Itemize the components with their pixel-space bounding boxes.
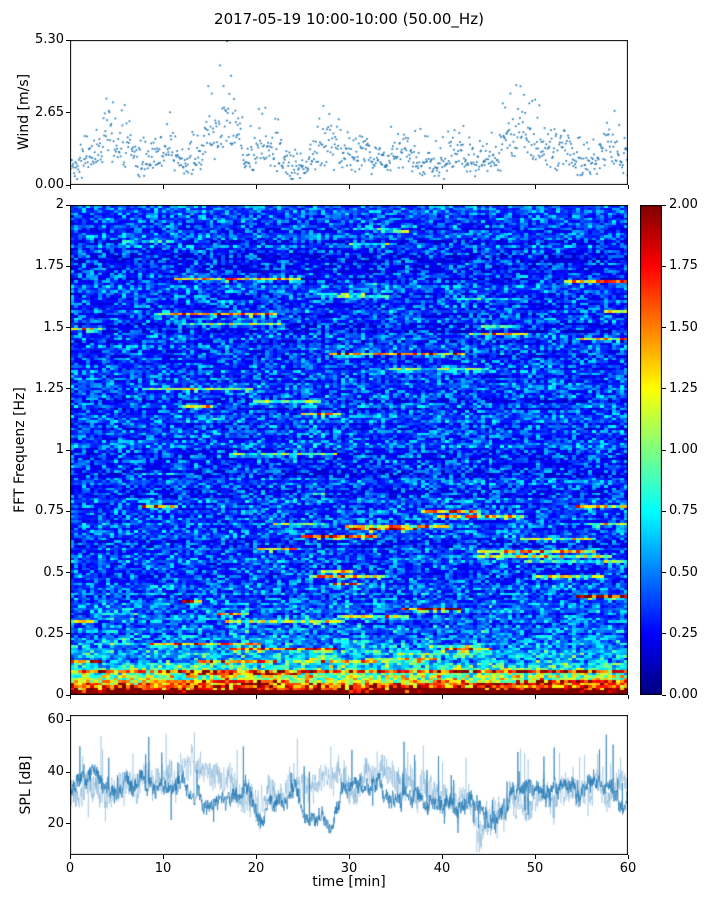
- tick-mark: [348, 855, 350, 859]
- tick-mark: [66, 572, 70, 573]
- tick-label: 2.00: [669, 197, 698, 212]
- tick-mark: [662, 449, 666, 451]
- tick-mark: [66, 449, 70, 451]
- tick-mark: [441, 695, 443, 699]
- tick-label: 1.00: [669, 442, 698, 457]
- tick-mark: [66, 112, 70, 113]
- tick-label: 5.30: [35, 32, 64, 47]
- x-axis-label: time [min]: [312, 874, 386, 890]
- tick-mark: [662, 694, 666, 696]
- tick-mark: [662, 510, 666, 512]
- tick-mark: [534, 185, 536, 189]
- spl-line-canvas: [70, 715, 628, 855]
- tick-label: 0.5: [43, 564, 64, 580]
- tick-label: 0.25: [35, 625, 64, 641]
- tick-mark: [66, 823, 70, 825]
- tick-mark: [66, 184, 70, 186]
- tick-mark: [66, 265, 70, 267]
- tick-mark: [66, 633, 70, 635]
- tick-mark: [255, 185, 257, 189]
- tick-label: 0: [65, 861, 75, 876]
- tick-mark: [534, 695, 536, 699]
- tick-mark: [162, 185, 164, 189]
- tick-mark: [66, 694, 70, 696]
- tick-label: 2.65: [35, 104, 64, 120]
- tick-mark: [662, 572, 666, 573]
- tick-label: 40: [433, 861, 451, 876]
- tick-mark: [662, 327, 666, 328]
- tick-mark: [162, 855, 164, 859]
- tick-mark: [255, 695, 257, 699]
- tick-mark: [441, 185, 443, 189]
- tick-mark: [162, 695, 164, 699]
- tick-label: 40: [47, 764, 64, 780]
- tick-label: 0.25: [669, 625, 698, 641]
- tick-mark: [69, 855, 71, 859]
- spectrogram-heatmap-canvas: [70, 205, 628, 695]
- tick-label: 0.00: [669, 687, 698, 702]
- colorbar-canvas: [640, 205, 662, 695]
- tick-mark: [348, 695, 350, 699]
- tick-label: 1.5: [43, 319, 64, 335]
- tick-mark: [66, 771, 70, 773]
- tick-label: 0.75: [669, 503, 698, 519]
- tick-label: 0: [55, 687, 64, 702]
- tick-label: 1.75: [669, 258, 698, 274]
- tick-label: 50: [526, 861, 544, 876]
- tick-mark: [69, 185, 71, 189]
- tick-label: 1: [55, 442, 64, 457]
- tick-label: 0.00: [35, 177, 64, 192]
- tick-mark: [662, 265, 666, 267]
- tick-mark: [662, 388, 666, 390]
- tick-label: 1.25: [35, 380, 64, 396]
- tick-mark: [627, 855, 629, 859]
- tick-label: 2: [55, 197, 64, 212]
- tick-mark: [66, 510, 70, 512]
- tick-label: 10: [154, 861, 172, 876]
- tick-label: 60: [47, 712, 64, 728]
- chart-title: 2017-05-19 10:00-10:00 (50.00_Hz): [214, 10, 484, 28]
- tick-mark: [66, 39, 70, 41]
- tick-mark: [627, 695, 629, 699]
- tick-mark: [534, 855, 536, 859]
- tick-label: 0.75: [35, 503, 64, 519]
- tick-label: 20: [47, 815, 64, 831]
- tick-label: 0.50: [669, 564, 698, 580]
- tick-label: 60: [619, 861, 637, 876]
- tick-label: 1.50: [669, 319, 698, 335]
- tick-mark: [662, 633, 666, 635]
- tick-label: 20: [247, 861, 265, 876]
- tick-mark: [348, 185, 350, 189]
- tick-mark: [66, 327, 70, 328]
- wind-scatter-canvas: [70, 40, 628, 185]
- tick-mark: [627, 185, 629, 189]
- tick-mark: [66, 204, 70, 206]
- tick-mark: [69, 695, 71, 699]
- tick-label: 1.25: [669, 380, 698, 396]
- tick-mark: [66, 719, 70, 721]
- tick-label: 30: [340, 861, 358, 876]
- tick-label: 1.75: [35, 258, 64, 274]
- tick-mark: [66, 388, 70, 390]
- tick-mark: [662, 204, 666, 206]
- tick-mark: [441, 855, 443, 859]
- tick-mark: [255, 855, 257, 859]
